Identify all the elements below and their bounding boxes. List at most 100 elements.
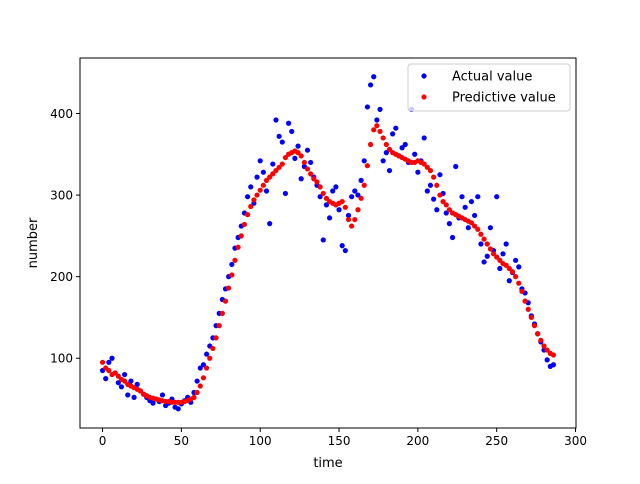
data-point	[550, 362, 557, 368]
data-point	[103, 376, 109, 382]
data-point	[484, 241, 490, 247]
data-point	[301, 159, 307, 166]
y-tick-label: 300	[50, 188, 73, 202]
data-point	[544, 347, 550, 353]
data-point	[292, 155, 298, 161]
data-point	[364, 163, 371, 169]
legend-label-actual: Actual value	[452, 70, 532, 85]
data-point	[345, 212, 352, 219]
data-point	[150, 400, 156, 406]
data-point	[421, 135, 427, 141]
data-point	[298, 176, 304, 182]
legend-marker-predictive	[421, 94, 427, 100]
data-point	[352, 188, 358, 194]
x-tick-label: 200	[406, 434, 429, 448]
data-point	[263, 188, 270, 194]
data-point	[257, 158, 263, 164]
y-tick-label: 200	[50, 270, 73, 284]
data-point	[282, 154, 289, 161]
data-point	[427, 182, 434, 188]
data-point	[421, 161, 427, 167]
data-point	[538, 337, 544, 343]
data-point	[459, 194, 465, 200]
data-point	[109, 355, 115, 361]
data-point	[497, 265, 503, 272]
y-axis-label: number	[26, 217, 41, 268]
data-point	[342, 204, 348, 210]
data-point	[118, 384, 125, 390]
data-point	[478, 241, 484, 247]
data-point	[472, 223, 478, 229]
data-point	[358, 195, 364, 201]
data-point	[487, 246, 493, 252]
data-point	[339, 243, 345, 249]
data-point	[304, 166, 311, 172]
data-point	[197, 383, 203, 389]
data-point	[330, 188, 336, 194]
data-point	[200, 362, 207, 368]
data-point	[345, 216, 352, 223]
data-point	[251, 197, 257, 203]
data-point	[263, 177, 270, 183]
data-point	[267, 174, 273, 180]
data-point	[516, 280, 522, 286]
data-point	[276, 133, 282, 139]
data-point	[446, 221, 452, 227]
data-point	[371, 74, 377, 80]
data-point	[349, 223, 355, 229]
data-point	[522, 298, 528, 304]
data-point	[106, 367, 112, 374]
data-point	[216, 323, 222, 329]
legend: Actual value Predictive value	[407, 63, 571, 112]
data-point	[371, 127, 377, 133]
data-point	[443, 202, 449, 208]
data-point	[260, 169, 266, 175]
data-point	[399, 145, 405, 151]
x-tick-label: 300	[564, 434, 587, 448]
data-point	[311, 176, 317, 182]
data-point	[497, 257, 503, 263]
data-point	[516, 264, 522, 270]
data-point	[424, 164, 430, 170]
legend-marker-actual	[421, 73, 427, 79]
data-point	[229, 272, 235, 278]
data-point	[383, 150, 389, 156]
data-point	[494, 254, 500, 260]
data-point	[219, 310, 225, 316]
data-point	[541, 343, 547, 349]
data-point	[276, 164, 282, 170]
data-point	[449, 234, 456, 241]
axes-frame	[79, 57, 577, 429]
data-point	[352, 216, 358, 223]
data-point	[210, 345, 216, 352]
data-point	[200, 375, 207, 381]
data-point	[238, 233, 244, 239]
data-point	[383, 141, 389, 148]
data-point	[122, 371, 128, 378]
data-point	[472, 212, 478, 219]
data-point	[320, 237, 326, 243]
data-point	[314, 179, 320, 185]
data-point	[304, 147, 311, 153]
data-point	[273, 167, 279, 174]
data-point	[437, 172, 443, 178]
legend-label-predictive: Predictive value	[452, 91, 556, 106]
data-point	[415, 169, 421, 175]
data-point	[513, 274, 519, 280]
data-point	[128, 378, 134, 384]
data-point	[197, 365, 203, 371]
data-point	[298, 153, 304, 159]
data-point	[191, 394, 197, 400]
data-point	[260, 182, 266, 188]
data-point	[244, 194, 251, 200]
data-point	[503, 241, 509, 247]
data-point	[317, 184, 323, 190]
data-point	[443, 210, 449, 216]
data-point	[323, 195, 330, 201]
data-point	[254, 174, 260, 180]
data-point	[367, 82, 374, 88]
data-point	[358, 177, 364, 183]
legend-box	[407, 63, 571, 112]
data-point	[528, 314, 534, 321]
